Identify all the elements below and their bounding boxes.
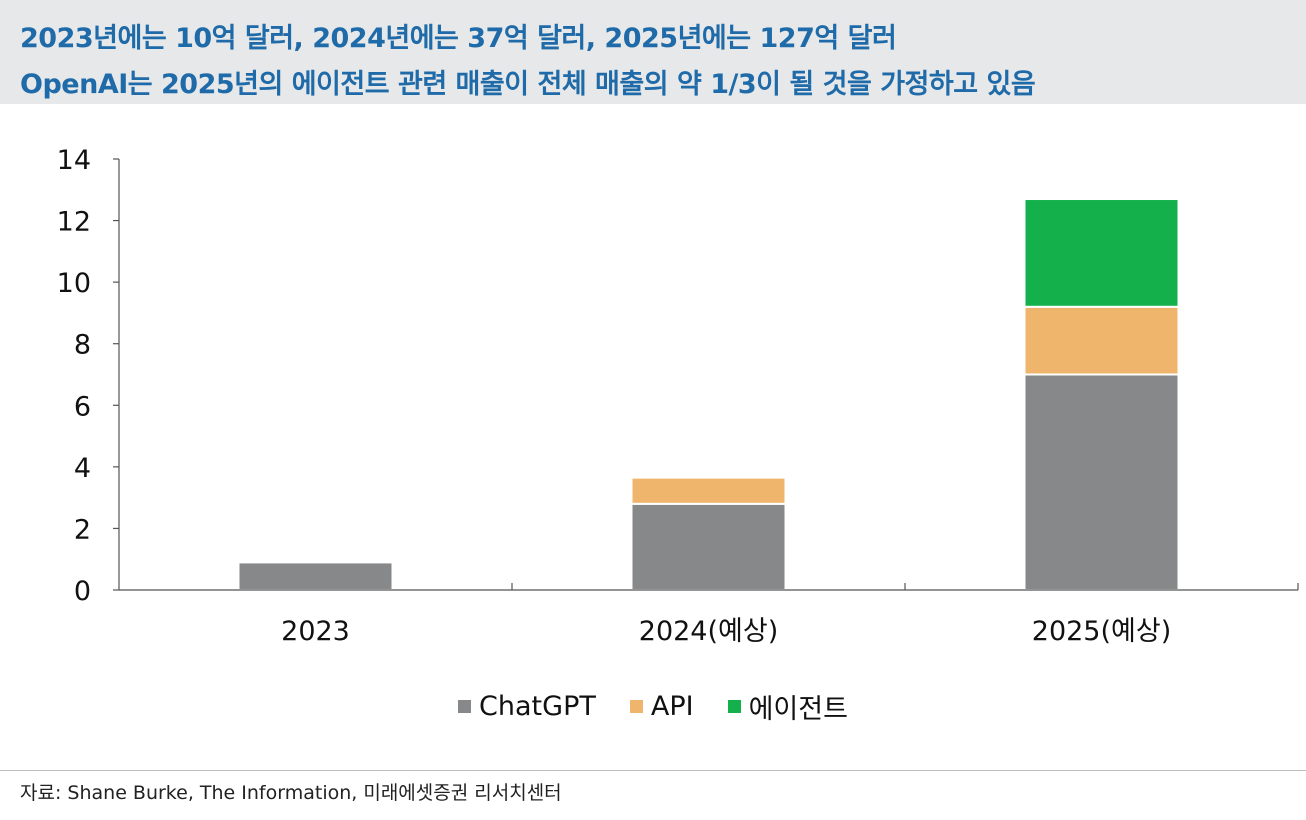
y-tick-label: 8 xyxy=(74,330,91,361)
bar-segment xyxy=(237,559,394,564)
y-tick-label: 4 xyxy=(74,453,91,484)
legend-label: API xyxy=(650,690,694,722)
y-tick-label: 0 xyxy=(74,576,91,607)
bar-segment xyxy=(237,561,394,591)
x-tick-label: 2025(예상) xyxy=(1032,616,1171,647)
legend-swatch xyxy=(629,699,643,713)
chart-legend: ChatGPT API 에이전트 xyxy=(0,686,1306,726)
bar-segment xyxy=(1023,198,1180,308)
bar-segment xyxy=(1023,373,1180,591)
title-line-2: OpenAI는 2025년의 에이전트 관련 매출이 전체 매출의 약 1/3이… xyxy=(20,69,1036,100)
bar-segment xyxy=(1023,305,1180,376)
y-tick-label: 14 xyxy=(57,145,91,176)
legend-item: ChatGPT xyxy=(458,691,596,722)
y-tick-label: 10 xyxy=(57,268,91,299)
legend-item: 에이전트 xyxy=(727,687,848,726)
footer-divider xyxy=(0,770,1306,771)
bar-segment xyxy=(630,476,787,505)
y-tick-label: 12 xyxy=(57,207,91,238)
source-note: 자료: Shane Burke, The Information, 미래에셋증권… xyxy=(20,782,562,804)
y-tick-label: 2 xyxy=(74,514,91,545)
stacked-bar-chart: 0 2 4 6 8 10 12 14 2023 2024(예상) 2025(예상) xyxy=(57,145,1299,647)
y-tick-label: 6 xyxy=(74,391,91,422)
x-tick-label: 2024(예상) xyxy=(639,616,778,647)
legend-label: ChatGPT xyxy=(479,690,596,722)
x-tick-label: 2023 xyxy=(281,616,350,647)
legend-item: API xyxy=(629,690,694,722)
bar-segment xyxy=(630,502,787,591)
legend-label: 에이전트 xyxy=(748,693,848,725)
chart-header: 2023년에는 10억 달러, 2024년에는 37억 달러, 2025년에는 … xyxy=(0,0,1306,104)
title-line-1: 2023년에는 10억 달러, 2024년에는 37억 달러, 2025년에는 … xyxy=(20,23,897,54)
legend-swatch xyxy=(458,699,472,713)
legend-swatch xyxy=(727,699,741,713)
